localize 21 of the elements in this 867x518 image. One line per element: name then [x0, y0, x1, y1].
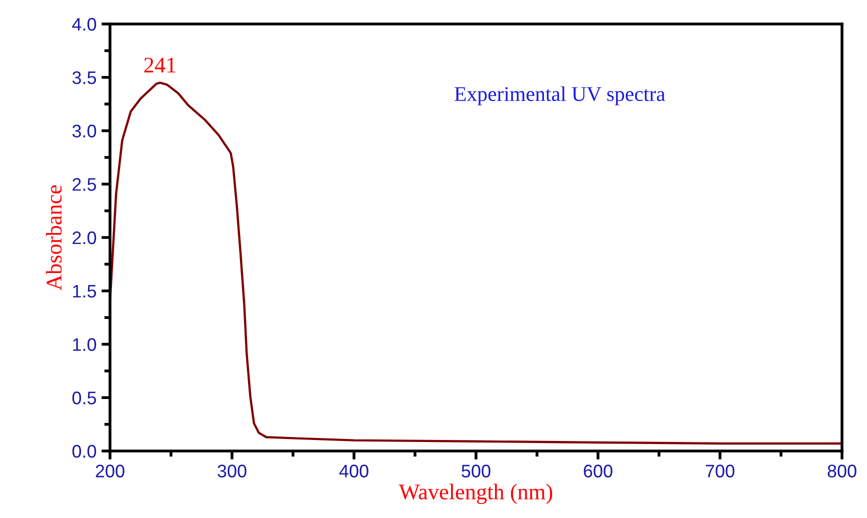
x-tick-label: 300 — [218, 464, 246, 478]
line-series — [110, 82, 842, 445]
x-tick-label: 400 — [339, 464, 368, 478]
x-tick-label: 800 — [828, 464, 856, 478]
y-tick-label: 0.0 — [72, 444, 96, 458]
annotation: 241 — [144, 58, 176, 72]
y-tick-label: 2.0 — [72, 231, 96, 244]
y-tick-label: 1.5 — [73, 284, 96, 298]
y-axis-title: Absorbance — [46, 185, 62, 290]
x-tick-label: 700 — [706, 464, 734, 478]
y-tick-label: 1.0 — [73, 338, 96, 351]
x-tick-label: 600 — [584, 464, 612, 478]
y-tick-label: 3.0 — [72, 124, 96, 138]
y-tick-label: 0.5 — [72, 392, 96, 404]
x-tick-label: 500 — [462, 464, 490, 478]
y-tick-label: 3.5 — [72, 71, 96, 84]
y-tick-label: 4.0 — [72, 18, 96, 31]
x-axis-title: Wavelength (nm) — [398, 484, 552, 504]
x-tick-label: 200 — [96, 464, 124, 478]
annotation: Experimental UV spectra — [454, 86, 666, 106]
y-tick-label: 2.5 — [72, 178, 96, 191]
